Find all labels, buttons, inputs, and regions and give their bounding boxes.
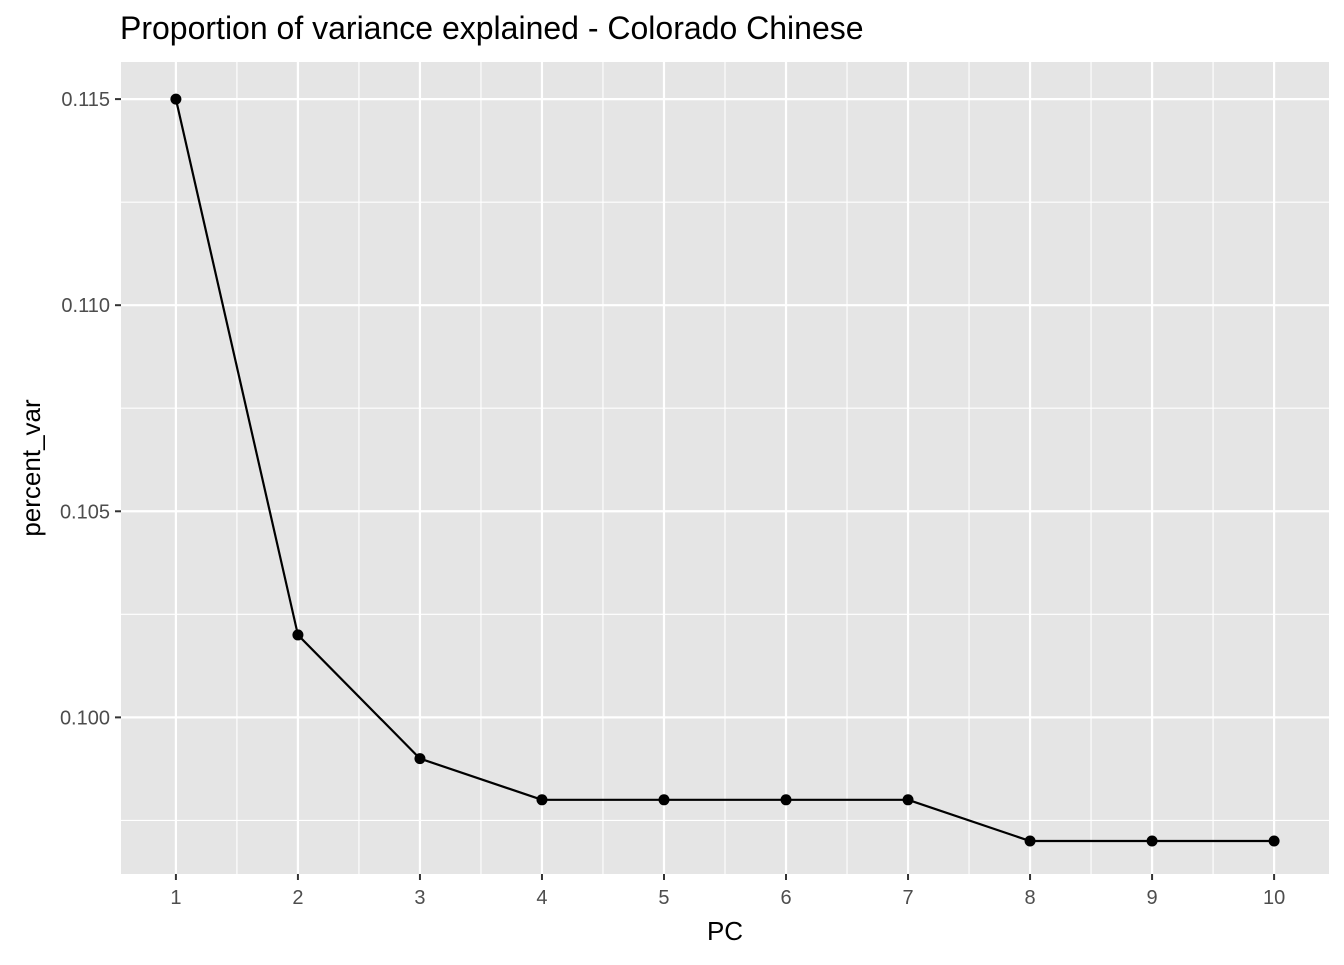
x-tick-label: 9 — [1147, 887, 1158, 909]
x-tick-label: 6 — [780, 887, 791, 909]
data-point — [1146, 835, 1158, 847]
x-tick-label: 4 — [536, 887, 547, 909]
x-axis-title: PC — [707, 916, 743, 946]
x-tick-label: 2 — [292, 887, 303, 909]
data-point — [414, 753, 426, 765]
data-point — [536, 794, 548, 806]
x-tick-label: 8 — [1024, 887, 1035, 909]
x-tick-label: 3 — [414, 887, 425, 909]
series-line — [174, 98, 1275, 843]
y-tick-label: 0.115 — [61, 89, 110, 111]
data-points-layer — [170, 93, 1280, 847]
x-tick-label: 7 — [902, 887, 913, 909]
data-point — [1268, 835, 1280, 847]
data-point — [658, 794, 670, 806]
data-point — [902, 794, 914, 806]
data-point — [1024, 835, 1036, 847]
y-tick-label: 0.105 — [60, 501, 110, 523]
x-tick-label: 5 — [658, 887, 669, 909]
data-point — [780, 794, 792, 806]
minor-gridlines — [121, 62, 1329, 874]
data-point — [170, 93, 182, 105]
x-tick-label: 1 — [170, 887, 181, 909]
major-gridlines — [121, 62, 1329, 874]
data-line-layer — [174, 98, 1275, 843]
y-tick-label: 0.100 — [60, 707, 110, 729]
y-tick-label: 0.110 — [61, 295, 110, 317]
x-tick-label: 10 — [1263, 887, 1285, 909]
chart-title: Proportion of variance explained - Color… — [120, 10, 864, 46]
data-point — [292, 629, 304, 641]
x-axis: 1 2 3 4 5 6 7 8 9 10 — [170, 874, 1285, 909]
y-axis: 0.100 0.105 0.110 0.115 — [60, 89, 121, 729]
y-axis-title: percent_var — [16, 399, 46, 537]
